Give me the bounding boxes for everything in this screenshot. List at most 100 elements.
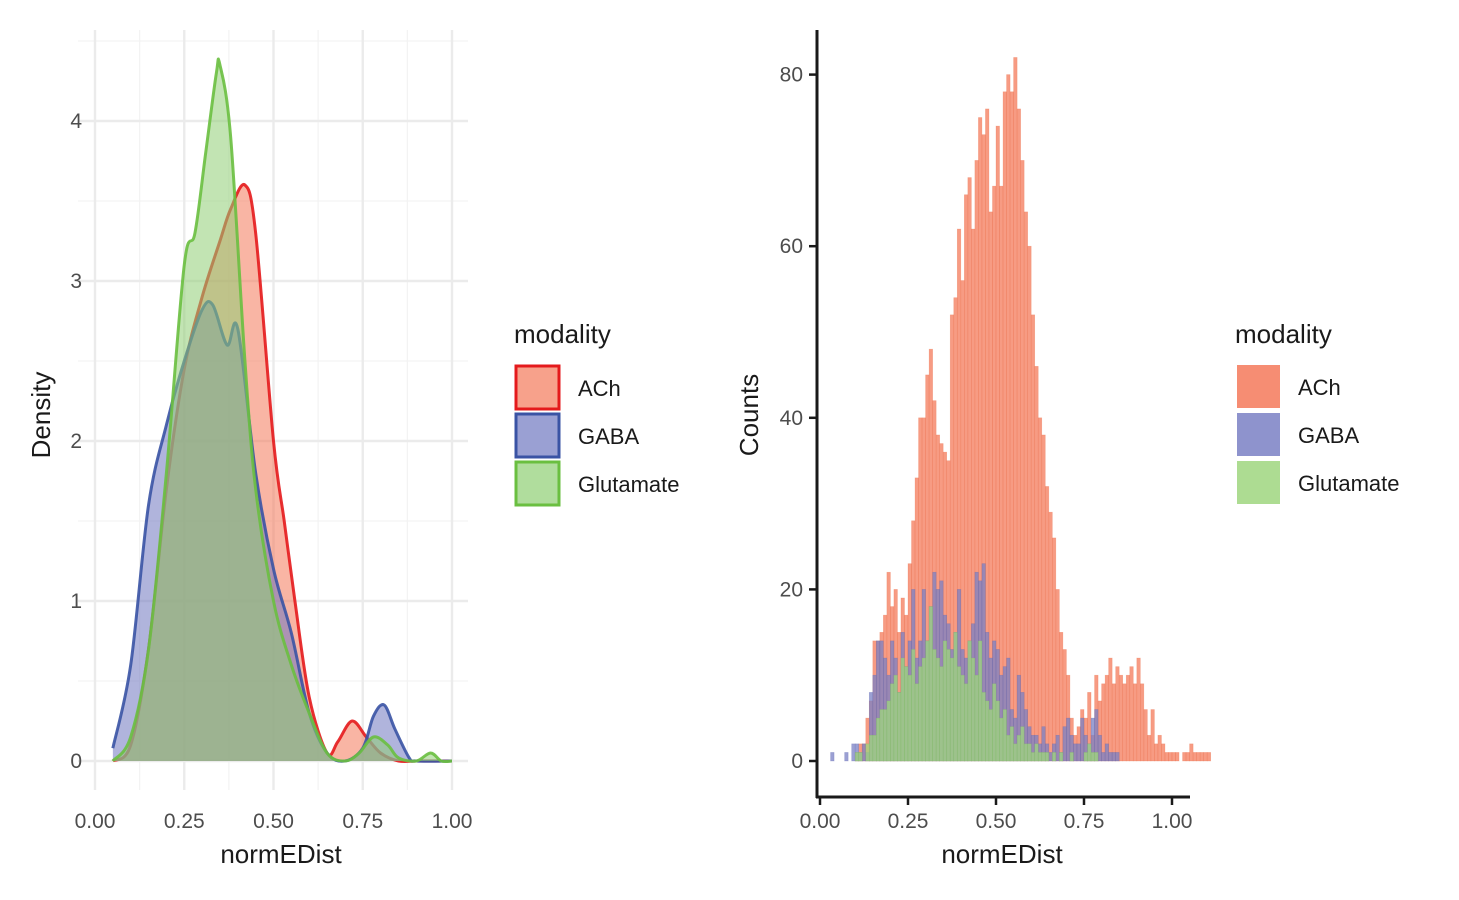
histogram-panel: 0.00 0.25 0.50 0.75 1.00 0 20 40 60 80 normEDist… xyxy=(734,30,1400,869)
histogram-bar-glutamate xyxy=(1016,734,1021,762)
histogram-bar-ach xyxy=(1185,752,1190,762)
histogram-bar-glutamate xyxy=(949,657,955,762)
histogram-bar-gaba xyxy=(851,743,856,762)
histogram-y-tick-label: 80 xyxy=(780,64,803,87)
histogram-legend-key-glutamate xyxy=(1235,459,1282,506)
density-y-tick-label: 3 xyxy=(70,270,82,293)
histogram-bar-glutamate xyxy=(946,649,951,762)
histogram-bar-glutamate xyxy=(1044,752,1050,762)
histogram-bar-glutamate xyxy=(928,606,933,762)
histogram-bar-glutamate xyxy=(995,700,1000,762)
histogram-bar-glutamate xyxy=(890,683,895,762)
histogram-bar-glutamate xyxy=(925,640,930,762)
histogram-bar-glutamate xyxy=(964,683,969,762)
histogram-bar-glutamate xyxy=(971,657,976,762)
histogram-bar-gaba xyxy=(1080,717,1085,762)
histogram-bar-glutamate xyxy=(1041,752,1046,762)
histogram-bar-glutamate xyxy=(1027,743,1032,762)
histogram-bar-ach xyxy=(1154,743,1159,762)
histogram-bar-glutamate xyxy=(918,666,923,762)
histogram-bar-ach xyxy=(1203,752,1208,762)
histogram-bar-ach xyxy=(1111,683,1116,762)
density-x-tick-label: 0.25 xyxy=(164,810,205,833)
histogram-x-tick-label: 0.50 xyxy=(976,810,1017,833)
histogram-bar-ach xyxy=(1059,631,1064,762)
histogram-bar-ach xyxy=(1140,683,1145,762)
histogram-bar-glutamate xyxy=(1037,752,1043,762)
density-legend-label-gaba: GABA xyxy=(578,424,639,449)
density-line-glutamate xyxy=(111,57,453,764)
histogram-bar-gaba xyxy=(1073,743,1078,762)
histogram-bar-ach xyxy=(1136,657,1141,762)
histogram-bar-glutamate xyxy=(921,657,926,762)
histogram-legend-label-glutamate: Glutamate xyxy=(1298,471,1400,496)
histogram-bar-glutamate xyxy=(1052,752,1057,762)
histogram-bar-glutamate xyxy=(886,700,891,762)
histogram-bar-glutamate xyxy=(1094,752,1099,762)
histogram-bar-ach xyxy=(1143,709,1148,762)
histogram-bar-gaba xyxy=(1097,734,1102,762)
histogram-bar-glutamate xyxy=(858,752,863,762)
histogram-bar-glutamate xyxy=(985,700,990,762)
histogram-bar-ach xyxy=(1115,666,1120,762)
histogram-bar-glutamate xyxy=(992,683,997,762)
histogram-bar-glutamate xyxy=(1013,743,1018,762)
histogram-bar-ach xyxy=(1132,683,1138,762)
histogram-bar-glutamate xyxy=(978,640,983,762)
histogram-bar-ach xyxy=(1118,674,1124,762)
density-area-glutamate xyxy=(112,58,452,762)
density-y-tick-label: 2 xyxy=(70,430,82,453)
density-legend-title: modality xyxy=(514,319,611,349)
histogram-y-tick-label: 20 xyxy=(780,578,803,601)
histogram-bar-glutamate xyxy=(1083,752,1088,762)
histogram-x-tick-label: 0.00 xyxy=(800,810,841,833)
histogram-bar-ach xyxy=(1150,709,1155,762)
histogram-bar-glutamate xyxy=(981,692,986,762)
histogram-y-ticks: 0 20 40 60 80 xyxy=(780,64,817,773)
histogram-bar-ach xyxy=(1016,108,1021,762)
histogram-bar-glutamate xyxy=(883,709,888,762)
density-x-tick-label: 0.50 xyxy=(253,810,294,833)
histogram-x-tick-label: 1.00 xyxy=(1152,810,1193,833)
histogram-bar-glutamate xyxy=(974,674,979,762)
histogram-bar-ach xyxy=(1182,752,1187,762)
histogram-bar-glutamate xyxy=(911,649,916,762)
density-y-ticks: 0 1 2 3 4 xyxy=(70,110,82,773)
density-y-tick-label: 4 xyxy=(70,110,82,133)
histogram-x-tick-label: 0.75 xyxy=(1064,810,1105,833)
histogram-bar-gaba xyxy=(861,743,867,762)
histogram-bar-ach xyxy=(1052,537,1057,762)
histogram-bar-gaba xyxy=(1104,743,1109,762)
density-y-tick-label: 0 xyxy=(70,750,82,773)
histogram-bar-glutamate xyxy=(900,657,905,762)
histogram-bar-gaba xyxy=(1115,752,1120,762)
histogram-legend-title: modality xyxy=(1235,319,1332,349)
histogram-bar-glutamate xyxy=(872,734,877,762)
histogram-bar-ach xyxy=(1037,417,1043,762)
histogram-bars xyxy=(830,57,1212,762)
histogram-bar-glutamate xyxy=(932,649,937,762)
histogram-bar-ach xyxy=(1122,683,1127,762)
histogram-bar-ach xyxy=(1041,434,1046,762)
histogram-bar-ach xyxy=(1013,57,1018,762)
density-y-tick-label: 1 xyxy=(70,590,82,613)
histogram-bar-glutamate xyxy=(942,640,948,762)
histogram-y-tick-label: 0 xyxy=(791,750,803,773)
histogram-bar-glutamate xyxy=(893,674,898,762)
density-y-axis-title: Density xyxy=(26,372,56,459)
density-legend-key-gaba xyxy=(514,412,561,459)
density-x-axis-title: normEDist xyxy=(220,839,342,869)
histogram-bar-glutamate xyxy=(1009,726,1014,762)
density-legend-key-ach xyxy=(514,364,561,411)
histogram-bar-glutamate xyxy=(1020,726,1025,762)
histogram-bar-ach xyxy=(1196,752,1201,762)
histogram-bar-glutamate xyxy=(1002,709,1007,762)
histogram-bar-glutamate xyxy=(939,666,944,762)
histogram-bar-glutamate xyxy=(1006,734,1011,762)
histogram-legend-key-ach xyxy=(1235,363,1282,410)
histogram-bar-glutamate xyxy=(956,666,962,762)
histogram-bar-glutamate xyxy=(967,640,972,762)
histogram-bar-ach xyxy=(1147,734,1152,762)
histogram-bar-glutamate xyxy=(907,674,912,762)
